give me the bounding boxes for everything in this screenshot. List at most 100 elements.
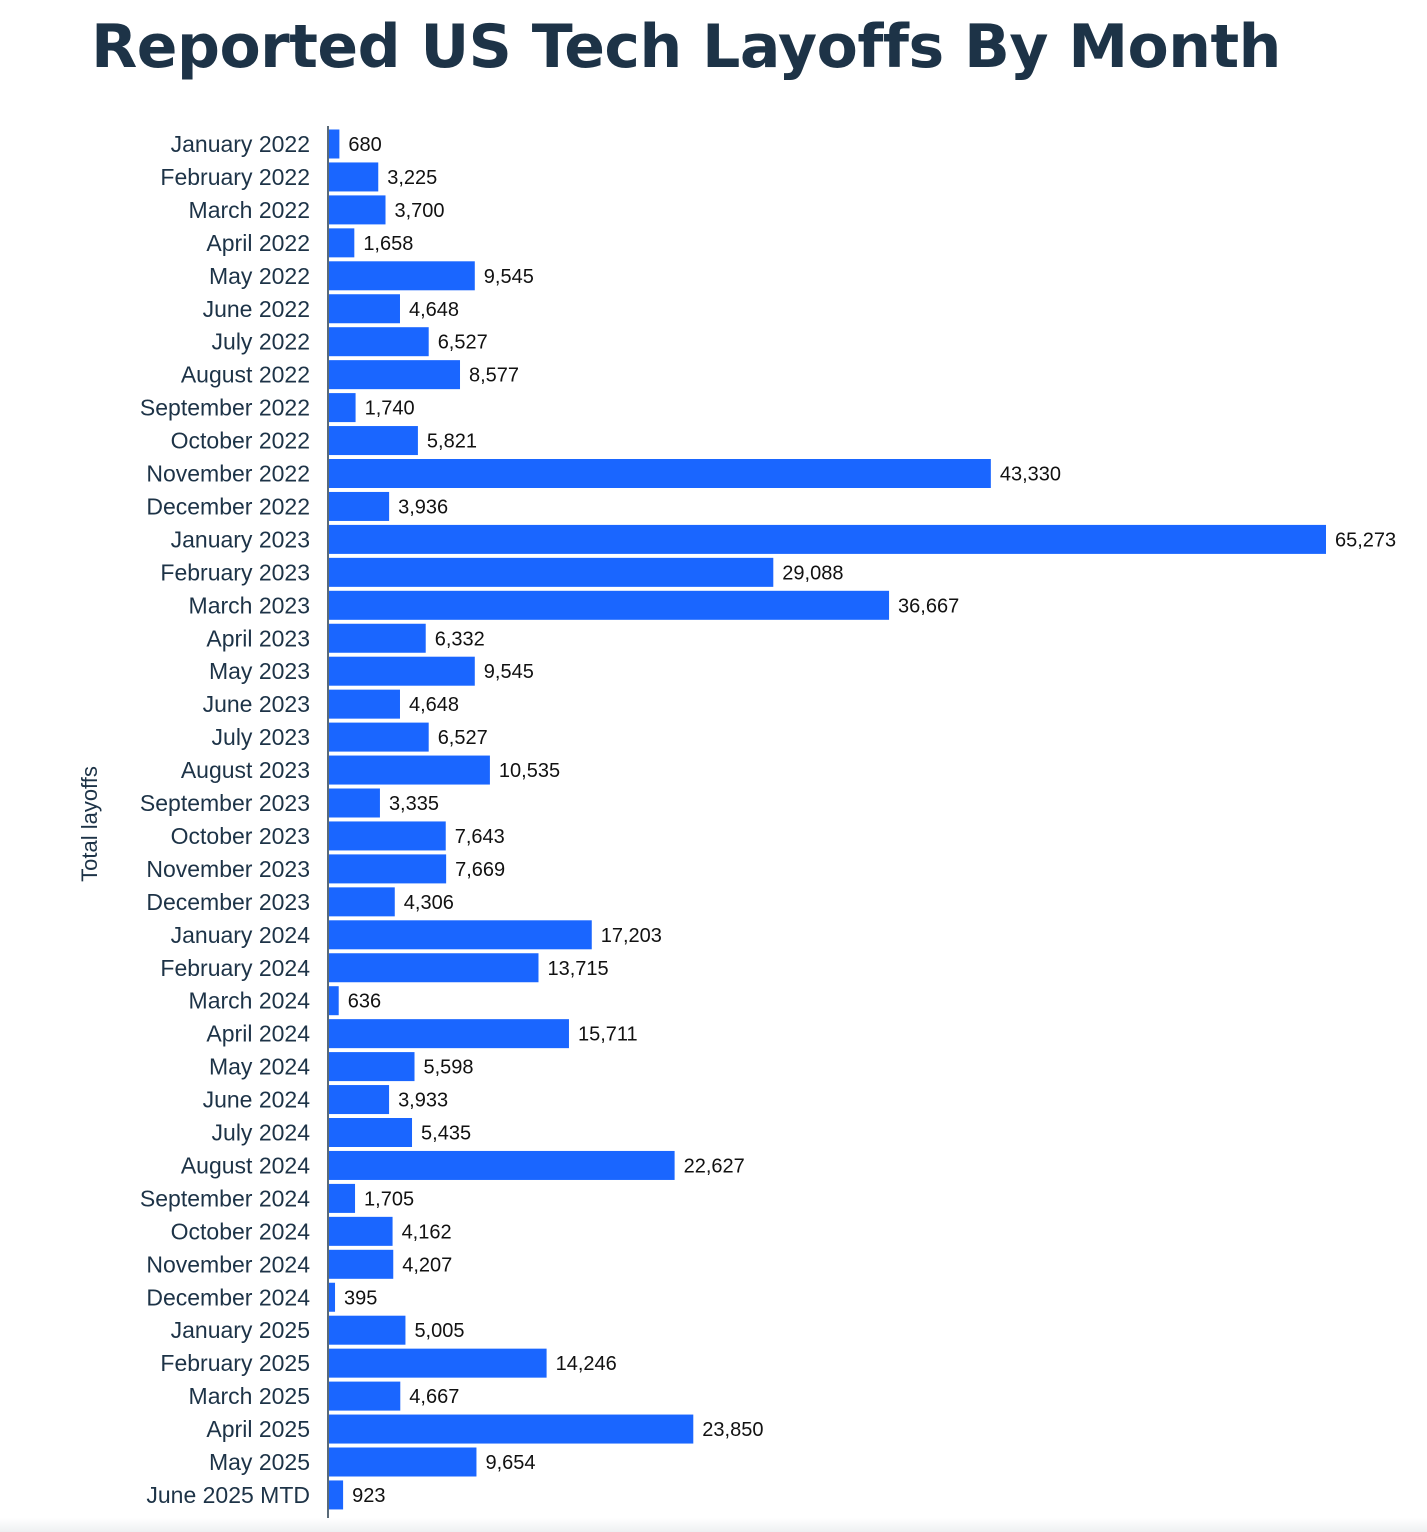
category-label-july-2024: July 2024	[212, 1120, 311, 1146]
value-label-march-2025: 4,667	[409, 1386, 459, 1408]
bar-june-2024	[329, 1085, 390, 1115]
category-label-september-2024: September 2024	[140, 1185, 310, 1211]
bar-october-2023	[329, 821, 446, 851]
value-label-december-2023: 4,306	[404, 892, 454, 914]
category-label-november-2022: November 2022	[146, 461, 310, 487]
bar-february-2022	[329, 162, 379, 192]
category-label-march-2025: March 2025	[189, 1383, 310, 1409]
value-label-january-2022: 680	[348, 134, 381, 156]
value-label-april-2023: 6,332	[435, 628, 485, 650]
bar-november-2023	[329, 854, 447, 884]
value-label-june-2024: 3,933	[398, 1090, 448, 1112]
value-label-november-2024: 4,207	[402, 1254, 452, 1276]
bar-july-2022	[329, 327, 429, 357]
labels-layer: January 2022 680 February 2022 3,225 March 2…	[140, 131, 1396, 1508]
bar-january-2024	[329, 920, 592, 950]
value-label-march-2023: 36,667	[898, 595, 959, 617]
value-label-january-2024: 17,203	[601, 925, 662, 947]
category-label-may-2024: May 2024	[209, 1054, 310, 1080]
category-label-january-2024: January 2024	[171, 922, 311, 948]
bar-august-2022	[329, 360, 461, 390]
value-label-may-2023: 9,545	[484, 661, 534, 683]
bar-october-2024	[329, 1216, 393, 1246]
category-label-november-2023: November 2023	[146, 856, 310, 882]
category-label-october-2024: October 2024	[171, 1218, 311, 1244]
bar-february-2023	[329, 557, 774, 587]
category-label-april-2024: April 2024	[206, 1021, 310, 1047]
category-label-april-2025: April 2025	[206, 1416, 310, 1442]
bar-january-2025	[329, 1315, 406, 1345]
bar-june-2022	[329, 294, 400, 324]
bar-may-2024	[329, 1052, 415, 1082]
value-label-january-2023: 65,273	[1335, 529, 1396, 551]
value-label-october-2024: 4,162	[402, 1221, 452, 1243]
value-label-march-2022: 3,700	[395, 200, 445, 222]
category-label-february-2022: February 2022	[160, 164, 310, 190]
value-label-april-2022: 1,658	[363, 233, 413, 255]
category-label-february-2025: February 2025	[160, 1350, 310, 1376]
bar-september-2024	[329, 1183, 356, 1213]
category-label-august-2022: August 2022	[181, 362, 310, 388]
bar-june-2023	[329, 689, 400, 719]
bar-september-2023	[329, 788, 380, 818]
category-label-december-2024: December 2024	[146, 1284, 310, 1310]
bar-december-2023	[329, 887, 395, 917]
value-label-october-2022: 5,821	[427, 431, 477, 453]
category-label-february-2024: February 2024	[160, 955, 310, 981]
value-label-august-2023: 10,535	[499, 760, 560, 782]
category-label-april-2022: April 2022	[206, 230, 310, 256]
category-label-february-2023: February 2023	[160, 559, 310, 585]
bar-january-2023	[329, 524, 1326, 554]
value-label-june-2023: 4,648	[409, 694, 459, 716]
bar-april-2022	[329, 228, 355, 258]
value-label-april-2024: 15,711	[578, 1024, 638, 1046]
bar-december-2024	[329, 1282, 336, 1312]
value-label-june-2022: 4,648	[409, 299, 459, 321]
bar-november-2022	[329, 459, 991, 488]
bar-august-2023	[329, 755, 490, 785]
category-label-april-2023: April 2023	[206, 625, 310, 651]
value-label-february-2023: 29,088	[782, 562, 843, 584]
category-label-may-2025: May 2025	[209, 1449, 310, 1475]
category-label-may-2023: May 2023	[209, 658, 310, 684]
value-label-august-2022: 8,577	[469, 365, 519, 387]
category-label-january-2022: January 2022	[171, 131, 310, 157]
value-label-july-2024: 5,435	[421, 1123, 471, 1145]
category-label-march-2024: March 2024	[189, 988, 311, 1014]
bar-september-2022	[329, 393, 356, 423]
bar-april-2023	[329, 623, 426, 653]
category-label-june-2024: June 2024	[203, 1087, 311, 1113]
bottom-fade	[0, 1518, 1427, 1532]
value-label-september-2023: 3,335	[389, 793, 439, 815]
chart-title: Reported US Tech Layoffs By Month	[91, 12, 1281, 82]
bar-april-2025	[329, 1414, 694, 1444]
value-label-may-2025: 9,654	[485, 1452, 535, 1474]
bar-july-2024	[329, 1118, 413, 1147]
category-label-july-2023: July 2023	[212, 724, 310, 750]
bar-february-2024	[329, 953, 539, 983]
category-label-december-2023: December 2023	[146, 889, 310, 915]
bar-august-2024	[329, 1150, 675, 1180]
bar-november-2024	[329, 1249, 394, 1279]
category-label-may-2022: May 2022	[209, 263, 310, 289]
category-label-november-2024: November 2024	[146, 1251, 310, 1277]
value-label-october-2023: 7,643	[455, 826, 505, 848]
bar-april-2024	[329, 1019, 569, 1049]
value-label-february-2024: 13,715	[547, 958, 608, 980]
category-label-september-2022: September 2022	[140, 395, 310, 421]
value-label-april-2025: 23,850	[702, 1419, 763, 1441]
bar-may-2022	[329, 261, 475, 291]
value-label-january-2025: 5,005	[414, 1320, 464, 1342]
category-label-december-2022: December 2022	[146, 493, 310, 519]
bar-march-2024	[329, 986, 339, 1016]
value-label-may-2022: 9,545	[484, 266, 534, 288]
value-label-august-2024: 22,627	[684, 1155, 745, 1177]
bar-july-2023	[329, 722, 429, 752]
bar-march-2022	[329, 195, 386, 225]
bar-october-2022	[329, 426, 418, 456]
category-label-august-2023: August 2023	[181, 757, 310, 783]
value-label-february-2025: 14,246	[556, 1353, 617, 1375]
value-label-november-2022: 43,330	[1000, 464, 1061, 486]
category-label-june-2023: June 2023	[203, 691, 310, 717]
